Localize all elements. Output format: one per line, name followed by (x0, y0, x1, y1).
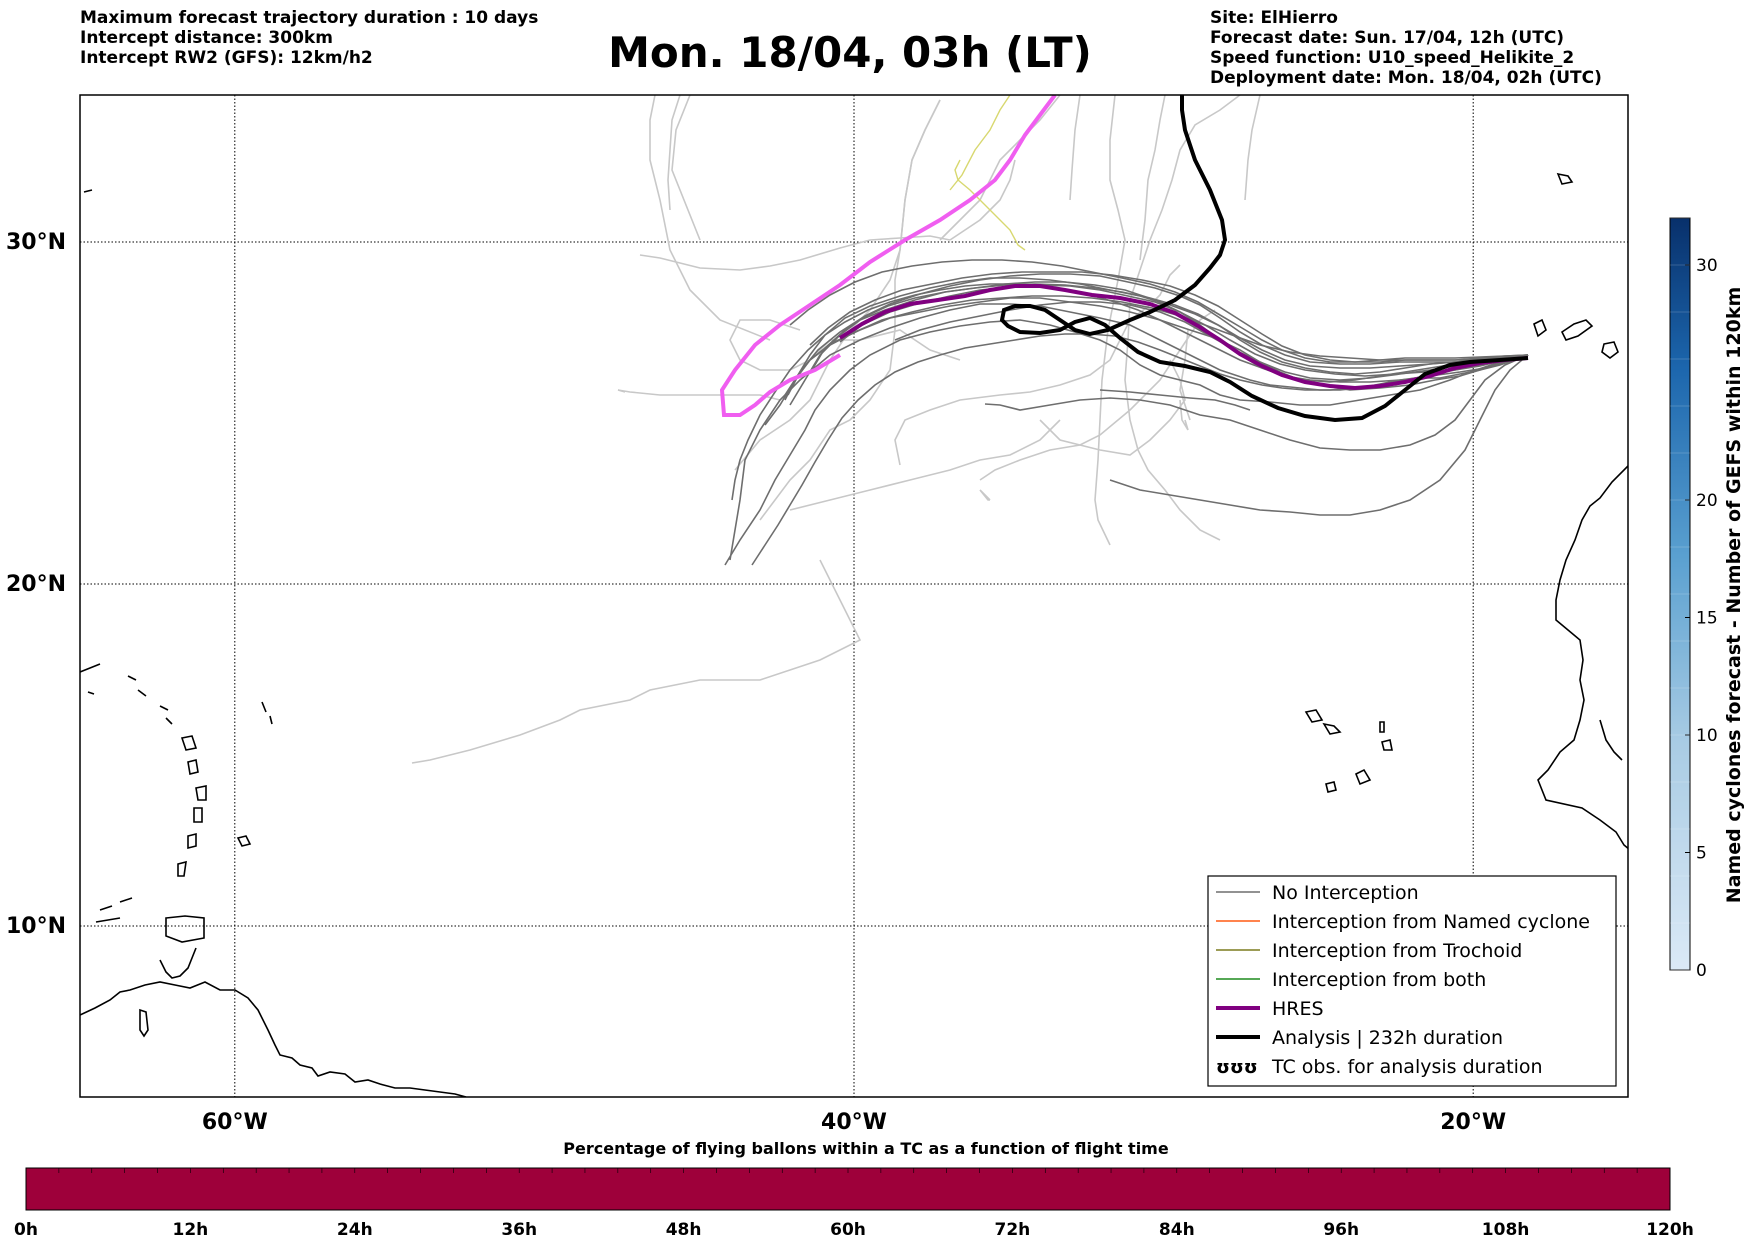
coast-lesser-antilles-2 (187, 759, 199, 775)
legend-label: Interception from Named cyclone (1272, 911, 1590, 933)
trajectory-hres (838, 284, 1529, 391)
tc-obs-symbol: ʊʊʊ (1216, 1057, 1258, 1078)
flight-time-tick-label: 108h (1482, 1220, 1530, 1240)
max-duration-text: Maximum forecast trajectory duration : 1… (80, 8, 539, 28)
legend-label: No Interception (1272, 882, 1419, 904)
flight-time-colorbar: Percentage of flying ballons within a TC… (14, 1139, 1694, 1240)
legend-label: Analysis | 232h duration (1272, 1027, 1503, 1049)
colorbar-tick-label: 20 (1696, 491, 1718, 511)
coast-canary-1 (1533, 318, 1547, 338)
site-text: Site: ElHierro (1210, 8, 1338, 28)
colorbar-tick-label: 30 (1696, 256, 1718, 276)
trajectory-analysis (999, 95, 1529, 423)
cyclone-colorbar-gradient (1669, 217, 1691, 971)
flight-time-tick-label: 72h (995, 1220, 1031, 1240)
trajectory-magenta (719, 95, 1057, 417)
speed-function-text: Speed function: U10_speed_Helikite_2 (1210, 48, 1575, 68)
latitude-label: 20°N (6, 572, 66, 597)
flight-time-tick-label: 24h (337, 1220, 373, 1240)
longitude-label: 60°W (202, 1110, 268, 1135)
coast-lesser-antilles-6 (177, 860, 187, 877)
legend-label: Interception from both (1272, 969, 1486, 991)
flight-time-tick-label: 12h (173, 1220, 209, 1240)
coast-africa (1537, 465, 1628, 850)
colorbar-tick-label: 15 (1696, 609, 1718, 629)
flight-time-tick-label: 60h (830, 1220, 866, 1240)
legend: No Interception Interception from Named c… (1207, 875, 1617, 1087)
map-frame (79, 94, 1629, 1098)
coast-lesser-antilles-3 (195, 785, 207, 801)
coast-lesser-antilles-1 (180, 735, 198, 751)
longitude-labels: 60°W 40°W 20°W (202, 1110, 1506, 1135)
longitude-label: 20°W (1440, 1110, 1506, 1135)
map-gridlines (80, 95, 1628, 1097)
coast-madeira (1556, 172, 1574, 185)
coast-barbados (83, 189, 133, 923)
coastlines (80, 172, 1628, 1097)
legend-box (1207, 875, 1617, 1087)
longitude-label: 40°W (821, 1110, 887, 1135)
legend-label: HRES (1272, 998, 1324, 1020)
flight-time-tick-label: 0h (14, 1220, 38, 1240)
coast-cape-verde-2 (1322, 722, 1342, 735)
legend-label: Interception from Trochoid (1272, 940, 1522, 962)
flight-time-tick-label: 48h (666, 1220, 702, 1240)
forecast-date-text: Forecast date: Sun. 17/04, 12h (UTC) (1210, 28, 1565, 48)
coast-lesser-antilles-7 (236, 835, 252, 847)
coast-lesser-antilles-5 (187, 832, 197, 850)
trajectories (411, 95, 1529, 764)
map-title: Mon. 18/04, 03h (LT) (608, 28, 1092, 77)
flight-time-colorbar-title: Percentage of flying ballons within a TC… (563, 1139, 1169, 1158)
cyclone-colorbar-label: Named cyclones forecast - Number of GEFS… (1723, 287, 1745, 904)
intercept-rw2-text: Intercept RW2 (GFS): 12km/h2 (80, 48, 373, 68)
coast-cape-verde-5 (1354, 768, 1372, 786)
coast-canary-3 (1601, 341, 1619, 359)
flight-time-tick-label: 120h (1646, 1220, 1694, 1240)
coast-trinidad (165, 915, 205, 943)
flight-time-colorbar-band (25, 1167, 1671, 1211)
latitude-label: 30°N (6, 230, 66, 255)
coast-cape-verde-3 (1379, 721, 1385, 733)
colorbar-tick-label: 5 (1696, 844, 1707, 864)
coast-canary-2 (1560, 319, 1594, 341)
coast-africa-lower (1599, 719, 1623, 761)
trajectories-no-interception (724, 259, 1529, 566)
coast-virgin-islands (80, 663, 147, 697)
intercept-distance-text: Intercept distance: 300km (80, 28, 333, 48)
cyclone-colorbar: 0 5 10 15 20 30 Named cyclones forecast - Num… (1669, 217, 1745, 981)
latitude-label: 10°N (6, 914, 66, 939)
coast-cape-verde-1 (1304, 709, 1324, 723)
trajectory-yellow-2 (949, 95, 1011, 191)
coast-small-islands (87, 691, 273, 725)
coast-venezuela-gulf (159, 947, 197, 979)
coast-tobago (139, 1008, 149, 1038)
deployment-date-text: Deployment date: Mon. 18/04, 02h (UTC) (1210, 68, 1602, 88)
latitude-labels: 30°N 20°N 10°N (6, 230, 66, 939)
colorbar-tick-label: 10 (1696, 726, 1718, 746)
colorbar-tick-label: 0 (1696, 961, 1707, 981)
coast-cape-verde-6 (1325, 781, 1337, 793)
flight-time-tick-label: 36h (501, 1220, 537, 1240)
legend-label: TC obs. for analysis duration (1271, 1056, 1543, 1078)
coast-south-america (80, 981, 467, 1097)
coast-cape-verde-4 (1381, 739, 1393, 751)
forecast-parameters: Maximum forecast trajectory duration : 1… (80, 8, 538, 68)
flight-time-tick-label: 96h (1323, 1220, 1359, 1240)
site-parameters: Site: ElHierro Forecast date: Sun. 17/04… (1210, 8, 1602, 88)
coast-lesser-antilles-4 (193, 807, 203, 823)
trajectories-light (411, 95, 1261, 764)
trajectory-yellow (954, 159, 1026, 251)
flight-time-tick-label: 84h (1159, 1220, 1195, 1240)
